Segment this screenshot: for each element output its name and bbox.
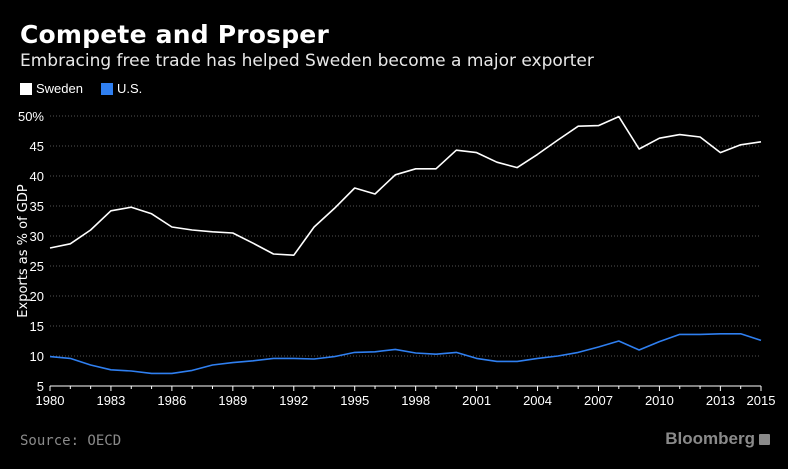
x-tick-label: 2010 (645, 393, 674, 408)
legend: Sweden U.S. (20, 81, 160, 96)
x-tick-label: 1995 (340, 393, 369, 408)
y-tick-label: 35 (30, 199, 44, 214)
series-line-sweden (49, 115, 762, 256)
brand-name: Bloomberg (665, 429, 755, 448)
y-tick-label: 20 (30, 289, 44, 304)
y-tick-label: 45 (30, 139, 44, 154)
x-tick-label: 1986 (157, 393, 186, 408)
y-tick-label: 50% (18, 109, 44, 124)
y-tick-label: 30 (30, 229, 44, 244)
x-tick-label: 2004 (523, 393, 552, 408)
x-tick-label: 1983 (96, 393, 125, 408)
y-tick-label: 25 (30, 259, 44, 274)
y-tick-label: 5 (37, 379, 44, 394)
legend-swatch-sweden (20, 82, 32, 95)
legend-item-sweden: Sweden (20, 81, 83, 96)
y-tick-label: 10 (30, 349, 44, 364)
y-tick-label: 40 (30, 169, 44, 184)
source-note: Source: OECD (20, 433, 122, 449)
bloomberg-terminal-icon (759, 433, 770, 445)
y-tick-label: 15 (30, 319, 44, 334)
x-tick-label: 2001 (462, 393, 491, 408)
x-tick-label: 2013 (706, 393, 735, 408)
y-axis-label: Exports as % of GDP (16, 184, 31, 318)
chart-title: Compete and Prosper (20, 20, 329, 49)
legend-label-sweden: Sweden (36, 81, 83, 96)
x-tick-label: 1989 (218, 393, 247, 408)
chart-subtitle: Embracing free trade has helped Sweden b… (20, 51, 594, 71)
brand-logo: Bloomberg (665, 429, 770, 449)
x-tick-label: 2015 (747, 393, 776, 408)
legend-swatch-us (100, 82, 113, 95)
legend-item-us: U.S. (100, 81, 143, 96)
legend-label-us: U.S. (116, 81, 143, 96)
x-tick-label: 1980 (36, 393, 65, 408)
x-tick-label: 1998 (401, 393, 430, 408)
series-line-us (49, 332, 762, 375)
x-tick-label: 2007 (584, 393, 613, 408)
x-tick-label: 1992 (279, 393, 308, 408)
